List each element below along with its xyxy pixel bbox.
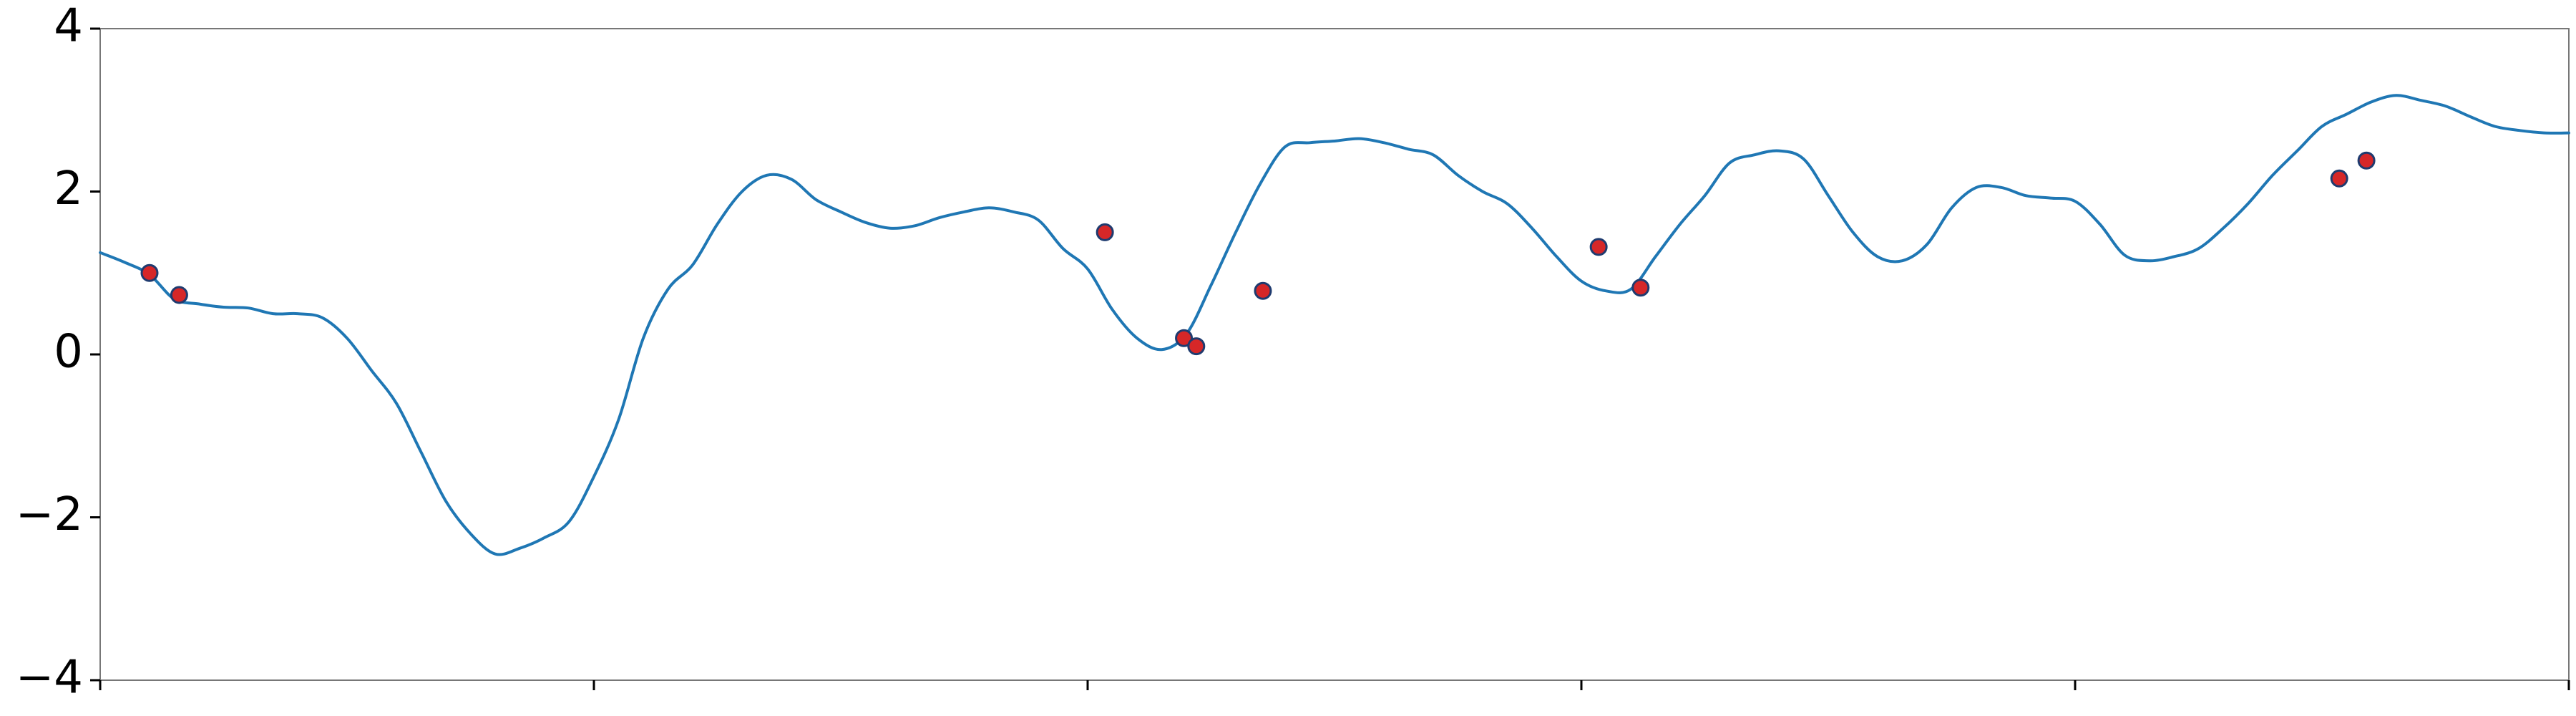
series-line [99, 94, 2570, 556]
data-point-marker [1589, 238, 1608, 256]
data-point-marker [170, 286, 188, 304]
x-axis [99, 680, 2570, 690]
data-point-marker [1096, 223, 1114, 241]
y-tick-label: 0 [54, 326, 83, 379]
data-point-marker [1631, 279, 1650, 297]
data-point-marker [2357, 151, 2376, 170]
data-point-marker [1187, 337, 1206, 356]
data-point-marker [1175, 329, 1194, 347]
data-point-marker [140, 263, 159, 282]
y-axis: −4 −2 0 2 4 [16, 0, 100, 705]
plot-area-border [99, 28, 2570, 681]
data-point-marker [1254, 281, 1272, 300]
y-tick-label: −2 [16, 488, 83, 541]
series-layer [99, 94, 2570, 556]
y-tick-label: 4 [54, 0, 83, 53]
marker-layer [140, 151, 2376, 356]
y-tick-label: −4 [16, 652, 83, 705]
plot-frame [99, 28, 2570, 681]
y-tick-label: 2 [54, 163, 83, 216]
data-point-marker [2330, 169, 2348, 188]
